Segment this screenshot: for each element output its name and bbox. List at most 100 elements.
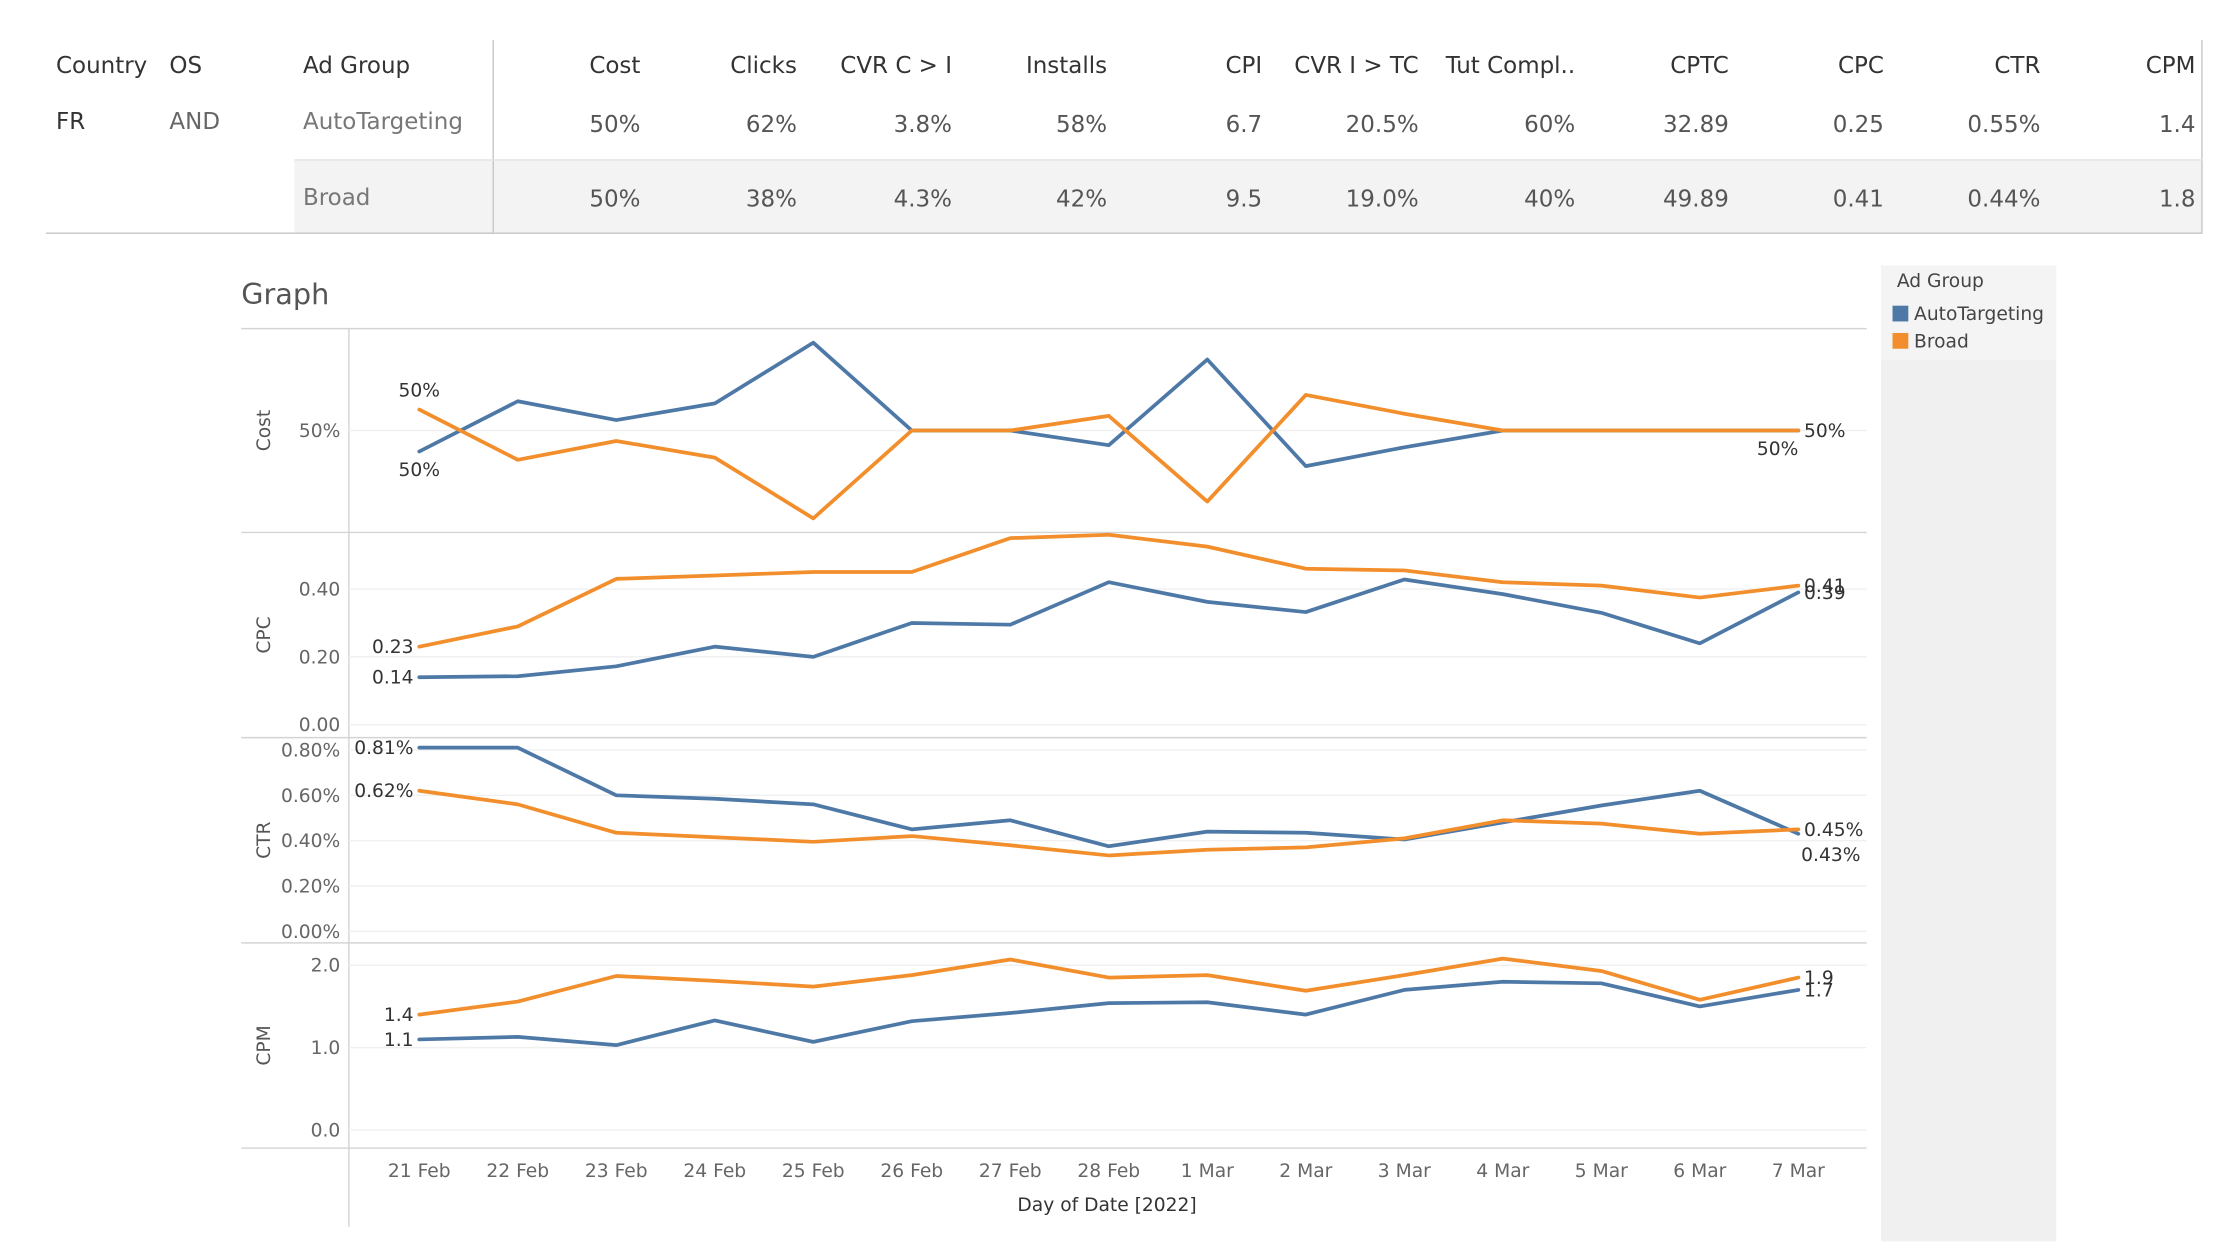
x-tick-label: 1 Mar bbox=[1181, 1161, 1234, 1182]
series-line-autotargeting bbox=[417, 577, 1801, 680]
cell-cost: 50% bbox=[589, 185, 641, 213]
header-country[interactable]: Country bbox=[55, 51, 148, 79]
cell-cvr-install-tc: 19.0% bbox=[1345, 185, 1419, 213]
data-label: 0.81% bbox=[354, 738, 413, 759]
cell-cvr-install-tc: 20.5% bbox=[1345, 110, 1419, 138]
cell-clicks: 38% bbox=[745, 185, 797, 213]
y-axis-title: Cost bbox=[254, 410, 275, 451]
legend-swatch-broad bbox=[1892, 332, 1909, 349]
row-band-broad-values bbox=[493, 160, 2203, 233]
cell-country: FR bbox=[55, 107, 86, 135]
cell-installs: 42% bbox=[1056, 185, 1108, 213]
cell-ctr: 0.55% bbox=[1967, 110, 2041, 138]
y-axis-title: CPM bbox=[254, 1025, 275, 1065]
summary-table: Country OS Ad Group Cost Clicks CVR C > … bbox=[0, 0, 2240, 244]
x-tick-label: 23 Feb bbox=[585, 1161, 648, 1182]
x-tick-label: 26 Feb bbox=[880, 1161, 943, 1182]
legend-item-broad[interactable]: Broad bbox=[1892, 332, 1969, 353]
data-label: 1.9 bbox=[1804, 968, 1834, 989]
y-tick-label: 0.40 bbox=[299, 579, 341, 600]
line-chart[interactable]: 50% 50% 50% 50% 0.23 0.14 0.410.39 0.81% 0.62% 0.… bbox=[0, 0, 1874, 1260]
y-tick-label: 1.0 bbox=[311, 1038, 341, 1059]
header-cvr-click-install[interactable]: CVR C > I bbox=[840, 51, 952, 79]
data-label: 0.23 bbox=[372, 637, 414, 658]
cell-cpc: 0.25 bbox=[1832, 110, 1884, 138]
data-label: 0.39 bbox=[1804, 583, 1846, 604]
y-tick-label: 0.00 bbox=[299, 715, 341, 736]
y-tick-label: 0.0 bbox=[311, 1120, 341, 1141]
x-tick-label: 2 Mar bbox=[1279, 1161, 1332, 1182]
series-layer bbox=[417, 340, 1801, 1048]
chart-frame bbox=[241, 327, 1867, 1227]
header-ctr[interactable]: CTR bbox=[1994, 51, 2041, 79]
data-label: 0.45% bbox=[1804, 820, 1863, 841]
series-line-autotargeting bbox=[417, 745, 1801, 849]
header-ad-group[interactable]: Ad Group bbox=[302, 51, 411, 79]
x-tick-label: 21 Feb bbox=[388, 1161, 451, 1182]
cell-os: AND bbox=[169, 107, 221, 135]
header-cost[interactable]: Cost bbox=[589, 51, 641, 79]
legend-title: Ad Group bbox=[1896, 271, 1984, 293]
data-label: 0.43% bbox=[1801, 845, 1860, 866]
legend-panel: Ad Group AutoTargeting Broad bbox=[1881, 265, 2057, 1242]
x-tick-label: 27 Feb bbox=[979, 1161, 1042, 1182]
data-label-layer: 50% 50% 50% 50% 0.23 0.14 0.410.39 0.81% 0.62% 0.… bbox=[354, 381, 1863, 1051]
legend-item-autotargeting[interactable]: AutoTargeting bbox=[1892, 304, 2045, 326]
cell-ad-group-autotargeting[interactable]: AutoTargeting bbox=[302, 107, 463, 135]
data-label: 0.62% bbox=[354, 781, 413, 802]
cell-tut-compl: 40% bbox=[1524, 185, 1576, 213]
cell-cvr-click-install: 4.3% bbox=[893, 185, 952, 213]
cell-installs: 58% bbox=[1056, 110, 1108, 138]
cell-cptc: 49.89 bbox=[1663, 185, 1729, 213]
x-tick-label: 22 Feb bbox=[486, 1161, 549, 1182]
x-tick-label: 24 Feb bbox=[683, 1161, 746, 1182]
header-cpc[interactable]: CPC bbox=[1837, 51, 1884, 79]
y-tick-label: 0.00% bbox=[281, 922, 340, 943]
data-label: 50% bbox=[399, 381, 440, 402]
data-label: 0.14 bbox=[372, 668, 414, 689]
y-tick-label: 2.0 bbox=[311, 956, 341, 977]
data-label: 50% bbox=[399, 460, 440, 481]
row-band-broad-label bbox=[294, 160, 493, 233]
series-line-autotargeting bbox=[417, 979, 1801, 1048]
series-line-broad bbox=[417, 788, 1801, 858]
legend-swatch-autotargeting bbox=[1892, 305, 1909, 322]
cell-cptc: 32.89 bbox=[1663, 110, 1729, 138]
x-tick-label: 25 Feb bbox=[782, 1161, 845, 1182]
header-clicks[interactable]: Clicks bbox=[730, 51, 797, 79]
header-cpm[interactable]: CPM bbox=[2145, 51, 2196, 79]
header-cvr-install-tc[interactable]: CVR I > TC bbox=[1294, 51, 1419, 79]
header-os[interactable]: OS bbox=[169, 51, 203, 79]
data-label: 0.41 bbox=[1804, 576, 1846, 597]
data-label: 1.1 bbox=[384, 1030, 414, 1051]
header-cpi[interactable]: CPI bbox=[1225, 51, 1263, 79]
data-label: 50% bbox=[1804, 421, 1845, 442]
x-tick-label: 4 Mar bbox=[1476, 1161, 1529, 1182]
y-axis-title: CPC bbox=[254, 616, 275, 653]
y-tick-label: 0.20% bbox=[281, 876, 340, 897]
cell-tut-compl: 60% bbox=[1524, 110, 1576, 138]
data-label: 50% bbox=[1757, 439, 1798, 460]
cell-cpm: 1.4 bbox=[2158, 110, 2196, 138]
y-tick-label: 50% bbox=[299, 421, 340, 442]
cell-cpi: 6.7 bbox=[1225, 110, 1263, 138]
y-tick-label: 0.60% bbox=[281, 786, 340, 807]
header-installs[interactable]: Installs bbox=[1025, 51, 1108, 79]
x-tick-label: 6 Mar bbox=[1673, 1161, 1726, 1182]
legend-label-autotargeting: AutoTargeting bbox=[1914, 304, 2045, 326]
series-line-broad bbox=[417, 393, 1801, 521]
axis-layer: 50% Cost 0.00 0.20 0.40 CPC 0.00% 0.20% 0.40% 0.6… bbox=[254, 410, 1825, 1216]
cell-ctr: 0.44% bbox=[1967, 185, 2041, 213]
cell-cpm: 1.8 bbox=[2158, 185, 2196, 213]
cell-ad-group-broad[interactable]: Broad bbox=[302, 183, 371, 211]
x-tick-label: 7 Mar bbox=[1772, 1161, 1825, 1182]
cell-clicks: 62% bbox=[745, 110, 797, 138]
header-tut-compl[interactable]: Tut Compl.. bbox=[1445, 51, 1576, 79]
y-tick-label: 0.40% bbox=[281, 831, 340, 852]
series-line-autotargeting bbox=[417, 340, 1801, 468]
cell-cost: 50% bbox=[589, 110, 641, 138]
data-label: 1.7 bbox=[1804, 980, 1834, 1001]
header-cptc[interactable]: CPTC bbox=[1670, 51, 1729, 79]
x-tick-label: 3 Mar bbox=[1378, 1161, 1431, 1182]
